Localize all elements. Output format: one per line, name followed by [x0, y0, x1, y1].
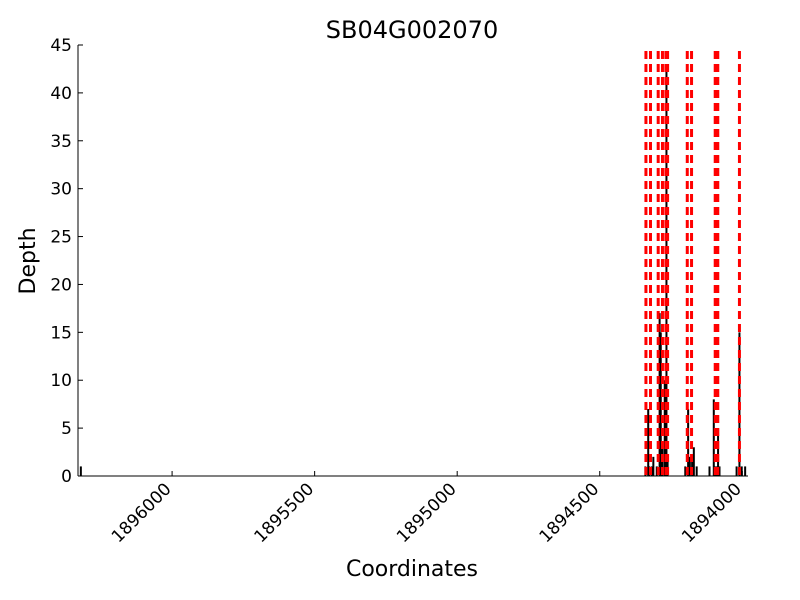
x-tick-label: 1895000 — [393, 479, 461, 547]
plot-area: 0 5 10 15 20 25 30 35 40 45 1896000 1895500 1895000 1… — [50, 36, 748, 547]
y-axis-label: Depth — [16, 227, 41, 294]
x-axis-label: Coordinates — [346, 557, 478, 582]
y-tick-label: 30 — [50, 180, 72, 200]
chart-title: SB04G002070 — [326, 16, 498, 44]
x-tick-label: 1894500 — [536, 479, 604, 547]
y-tick-label: 25 — [50, 228, 72, 248]
y-tick-label: 5 — [61, 419, 72, 439]
x-tick-label: 1895500 — [250, 479, 318, 547]
y-tick-label: 35 — [50, 132, 72, 152]
y-tick-label: 45 — [50, 36, 72, 56]
y-tick-label: 0 — [61, 467, 72, 487]
x-tick-label: 1894000 — [678, 479, 746, 547]
y-tick-label: 20 — [50, 275, 72, 295]
x-tick-label: 1896000 — [108, 479, 176, 547]
y-tick-label: 40 — [50, 84, 72, 104]
y-tick-label: 15 — [50, 323, 72, 343]
y-tick-label: 10 — [50, 371, 72, 391]
